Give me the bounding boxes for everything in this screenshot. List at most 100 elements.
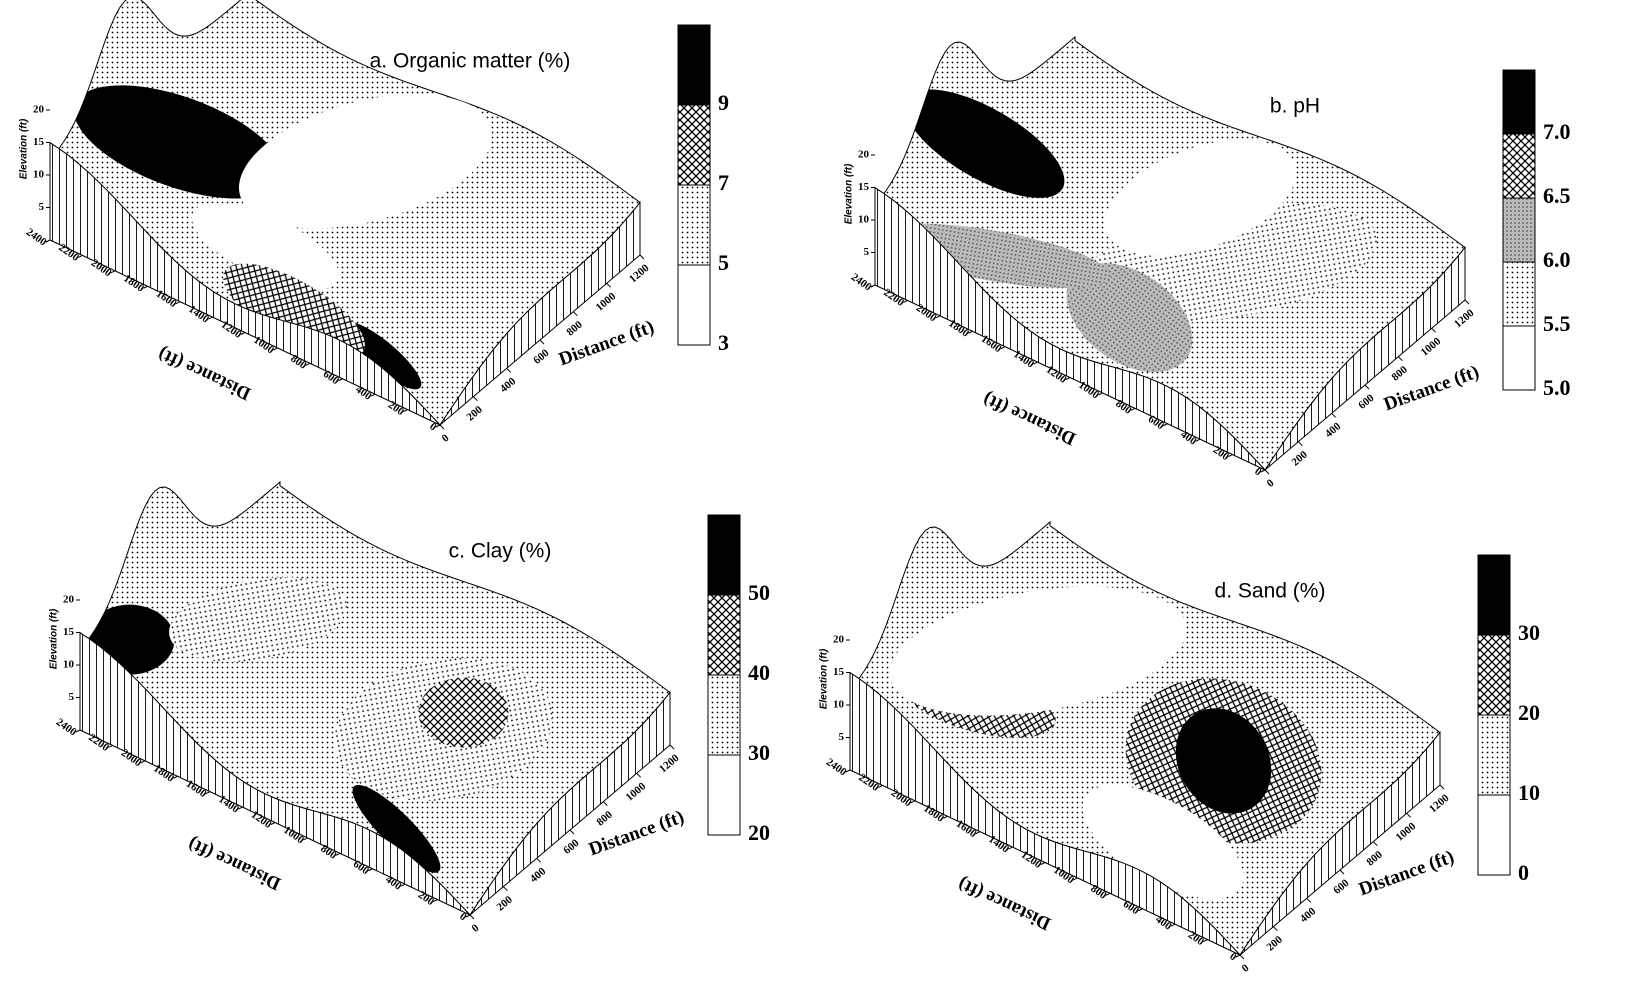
x-tick-label: 400	[528, 865, 549, 885]
legend-label: 40	[748, 660, 770, 685]
z-tick-label: 20	[858, 149, 870, 161]
y-tick	[878, 784, 883, 788]
legend-label: 30	[748, 740, 770, 765]
legend-band	[677, 264, 711, 346]
y-tick	[110, 270, 116, 274]
y-tick	[338, 378, 343, 382]
x-tick-label: 1200	[657, 752, 682, 776]
y-tick	[335, 852, 341, 856]
x-tick-label: 600	[561, 837, 582, 857]
legend-band	[707, 514, 741, 596]
x-tick-label: 1000	[624, 780, 649, 804]
y-tick-label: 0	[427, 421, 439, 434]
y-tick	[845, 769, 851, 773]
chart-title: b. pH	[1270, 95, 1320, 118]
x-tick	[569, 829, 575, 835]
x-tick-label: 800	[595, 808, 616, 828]
zone	[418, 677, 509, 748]
x-tick	[1464, 299, 1470, 305]
x-tick	[439, 424, 445, 430]
y-axis-label: Distance (ft)	[185, 833, 284, 894]
y-tick	[1130, 407, 1136, 411]
legend-band	[1477, 794, 1511, 876]
legend-label: 6.5	[1543, 183, 1571, 208]
y-tick	[1163, 423, 1168, 427]
y-tick	[975, 831, 981, 835]
legend-band	[1477, 714, 1511, 796]
x-tick-label: 800	[1390, 363, 1411, 383]
y-tick	[1260, 469, 1266, 473]
x-tick-label: 200	[495, 893, 516, 913]
x-tick-label: 200	[1265, 933, 1286, 953]
wall	[439, 201, 641, 426]
x-tick-label: 800	[1365, 848, 1386, 868]
legend-label: 10	[1518, 780, 1540, 805]
y-tick	[435, 424, 441, 428]
y-tick	[1203, 939, 1208, 943]
x-tick-label: 600	[531, 347, 552, 367]
legend-band	[677, 24, 711, 106]
y-tick	[400, 883, 406, 887]
legend-band	[677, 104, 711, 186]
zone	[352, 784, 441, 873]
z-tick-label: 5	[864, 246, 870, 258]
legend-label: 7.0	[1543, 119, 1571, 144]
x-tick-label: 1000	[1419, 335, 1444, 359]
z-tick-label: 10	[833, 699, 845, 711]
legend-band	[1502, 133, 1536, 199]
y-tick	[208, 316, 213, 320]
x-tick	[1372, 841, 1378, 847]
legend-band	[707, 674, 741, 756]
legend-label: 30	[1518, 620, 1540, 645]
y-tick	[1033, 361, 1038, 365]
y-tick	[465, 914, 471, 918]
x-tick-label: 400	[1323, 420, 1344, 440]
z-tick-label: 15	[63, 626, 75, 638]
zone	[169, 577, 347, 662]
legend-label: 20	[1518, 700, 1540, 725]
y-axis-label: Distance (ft)	[155, 343, 254, 404]
x-tick-label: 0	[470, 922, 482, 935]
y-tick	[368, 868, 373, 872]
x-tick	[639, 254, 645, 260]
legend-band	[1502, 197, 1536, 263]
z-axis-label: Elevation (ft)	[819, 648, 830, 709]
z-tick-label: 15	[33, 136, 45, 148]
x-tick-label: 0	[1240, 962, 1252, 975]
wall	[469, 691, 671, 916]
y-tick	[1073, 877, 1078, 881]
wall	[849, 671, 1241, 956]
wall	[79, 631, 471, 916]
x-tick	[506, 367, 512, 373]
x-tick-label: 200	[1290, 448, 1311, 468]
x-tick	[1397, 356, 1403, 362]
z-axis-label: Elevation (ft)	[49, 608, 60, 669]
z-tick-label: 20	[833, 634, 845, 646]
x-tick	[1306, 897, 1312, 903]
y-tick	[75, 729, 81, 733]
x-tick	[1439, 784, 1445, 790]
x-tick	[1264, 469, 1270, 475]
legend-label: 5.0	[1543, 375, 1571, 400]
chart-title: d. Sand (%)	[1215, 580, 1326, 603]
wall	[49, 141, 441, 426]
x-tick	[602, 801, 608, 807]
x-tick	[539, 339, 545, 345]
x-tick	[572, 311, 578, 317]
panel: c. Clay (%)020040060080010001200Distance…	[49, 480, 770, 935]
z-axis-label: Elevation (ft)	[19, 118, 30, 179]
z-axis-label: Elevation (ft)	[844, 163, 855, 224]
y-tick	[175, 301, 181, 305]
x-tick-label: 1000	[1394, 820, 1419, 844]
legend-band	[1502, 69, 1536, 135]
y-tick-label: 2400	[54, 716, 79, 739]
y-tick	[1000, 346, 1006, 350]
y-tick	[370, 393, 376, 397]
x-tick-label: 1200	[1452, 307, 1477, 331]
x-tick	[472, 396, 478, 402]
x-tick-label: 400	[498, 375, 519, 395]
x-tick-label: 600	[1356, 392, 1377, 412]
x-tick	[1431, 327, 1437, 333]
zones	[73, 85, 493, 390]
y-tick	[943, 815, 948, 819]
